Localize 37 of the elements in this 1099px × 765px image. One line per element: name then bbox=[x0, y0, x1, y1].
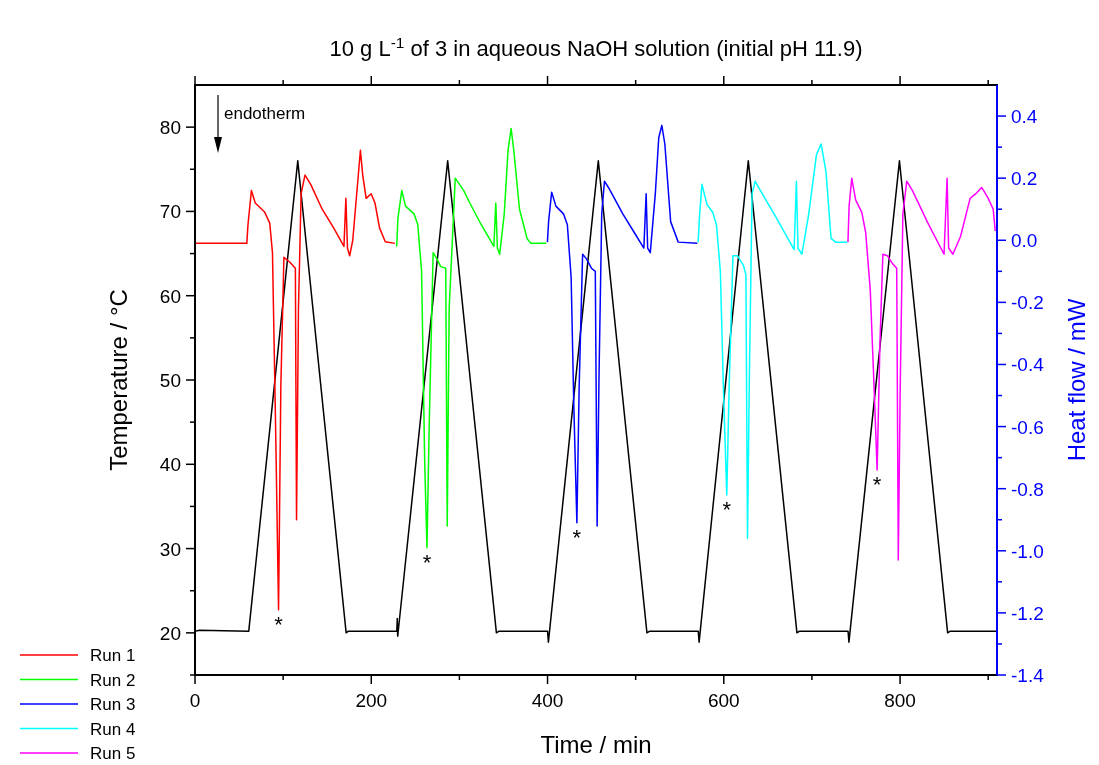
y-axis-title: Temperature / °C bbox=[105, 289, 132, 471]
annotation: * bbox=[572, 524, 582, 550]
y2-tick-label: -0.8 bbox=[1011, 478, 1044, 500]
x-tick-label: 400 bbox=[531, 690, 564, 711]
y2-tick-label: -1.0 bbox=[1011, 540, 1044, 562]
annotation: * bbox=[872, 472, 882, 498]
annotation: endotherm bbox=[224, 104, 306, 123]
x-tick-label: 200 bbox=[355, 690, 388, 711]
y-tick-label: 50 bbox=[159, 370, 181, 391]
y2-tick-label: -0.2 bbox=[1011, 292, 1044, 314]
annotation: * bbox=[274, 611, 284, 637]
x-tick-label: 800 bbox=[884, 690, 916, 711]
x-tick-label: 0 bbox=[189, 690, 201, 711]
y2-tick-label: 0.2 bbox=[1011, 168, 1038, 190]
legend-label: Run 5 bbox=[90, 744, 136, 763]
y-tick-label: 80 bbox=[159, 117, 181, 139]
y2-tick-label: -0.4 bbox=[1011, 354, 1045, 376]
y2-axis-title: Heat flow / mW bbox=[1063, 298, 1090, 462]
legend-label: Run 3 bbox=[90, 695, 136, 714]
y2-tick-label: -1.4 bbox=[1011, 665, 1045, 686]
y2-tick-label: -1.2 bbox=[1011, 602, 1044, 624]
legend-label: Run 1 bbox=[90, 646, 136, 665]
annotation: * bbox=[422, 549, 432, 575]
x-tick-label: 600 bbox=[707, 690, 740, 711]
y-tick-label: 60 bbox=[159, 285, 181, 307]
y2-tick-label: 0.4 bbox=[1011, 106, 1038, 128]
y-tick-label: 30 bbox=[159, 538, 181, 560]
y-tick-label: 40 bbox=[159, 454, 181, 476]
y2-tick-label: -0.6 bbox=[1011, 416, 1044, 438]
y-tick-label: 70 bbox=[159, 201, 181, 223]
legend-label: Run 2 bbox=[90, 670, 136, 690]
y2-tick-label: 0.0 bbox=[1011, 230, 1038, 252]
x-axis-title: Time / min bbox=[540, 731, 652, 758]
chart-title: 10 g L$^{-1}$ of 3 in aqueous NaOH solution (initial pH 11.9) bbox=[329, 33, 863, 61]
legend-label: Run 4 bbox=[90, 719, 136, 739]
annotation: * bbox=[722, 496, 732, 522]
y-tick-label: 20 bbox=[159, 622, 181, 644]
